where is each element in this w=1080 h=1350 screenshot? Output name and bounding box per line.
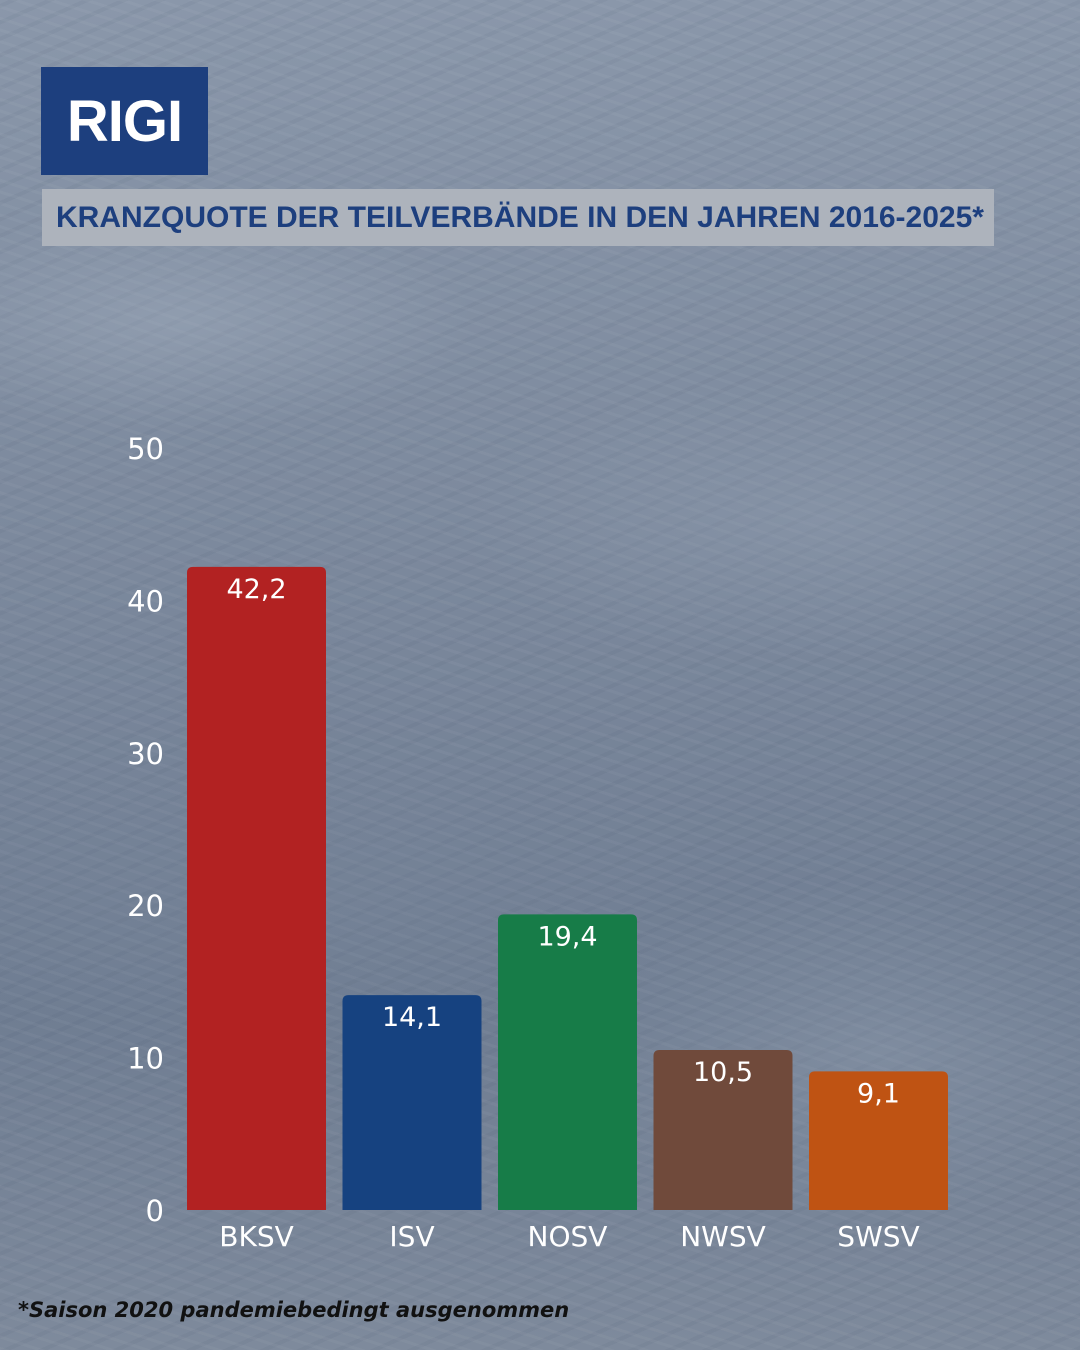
bar-isv bbox=[342, 995, 482, 1210]
chart-subtitle: KRANZQUOTE DER TEILVERBÄNDE IN DEN JAHRE… bbox=[42, 189, 994, 246]
x-tick-label: ISV bbox=[389, 1220, 434, 1253]
brand-logo: RIGI bbox=[41, 67, 208, 175]
x-tick-label: BKSV bbox=[219, 1220, 294, 1253]
x-tick-label: NWSV bbox=[680, 1220, 766, 1253]
y-tick-label: 20 bbox=[127, 889, 164, 923]
x-tick-label: NOSV bbox=[528, 1220, 608, 1253]
bar-nosv bbox=[498, 914, 637, 1210]
y-tick-label: 10 bbox=[127, 1042, 164, 1076]
y-tick-label: 40 bbox=[127, 584, 164, 618]
bar-nwsv bbox=[653, 1049, 793, 1210]
x-tick-label: SWSV bbox=[837, 1220, 919, 1253]
y-tick-label: 0 bbox=[146, 1194, 164, 1228]
bar-value-label: 42,2 bbox=[226, 574, 286, 605]
bar-value-label: 9,1 bbox=[857, 1078, 900, 1109]
bar-value-label: 14,1 bbox=[382, 1002, 442, 1033]
bar-value-label: 19,4 bbox=[537, 921, 597, 952]
bar-value-label: 10,5 bbox=[693, 1057, 753, 1088]
bar-bksv bbox=[187, 566, 326, 1210]
y-tick-label: 30 bbox=[127, 737, 164, 771]
y-tick-label: 50 bbox=[127, 432, 164, 466]
footnote: *Saison 2020 pandemiebedingt ausgenommen bbox=[18, 1298, 570, 1322]
bar-swsv bbox=[809, 1071, 948, 1210]
